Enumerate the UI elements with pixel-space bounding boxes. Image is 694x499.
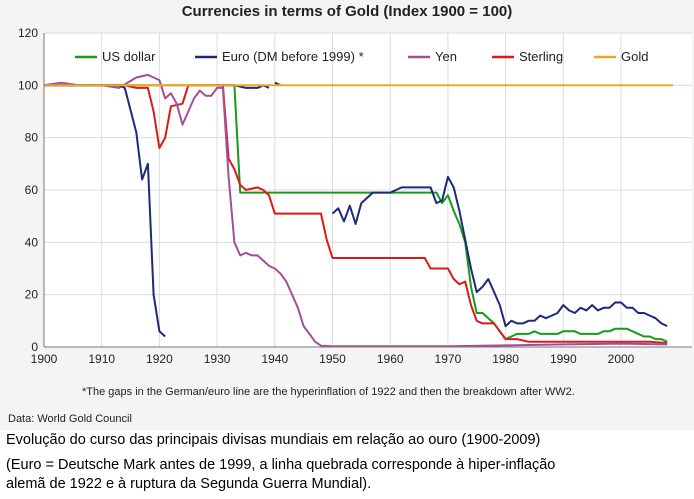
x-tick-label: 1900 — [31, 352, 58, 366]
legend-label-euro: Euro (DM before 1999) * — [222, 49, 364, 64]
legend-label-sterling: Sterling — [519, 49, 563, 64]
chart: Currencies in terms of Gold (Index 1900 … — [0, 0, 694, 430]
series-line-yen — [43, 73, 668, 348]
legend: US dollar Euro (DM before 1999) * Yen Sterl… — [75, 49, 648, 64]
y-tick-label: 120 — [18, 26, 38, 40]
y-tick-label: 0 — [31, 340, 38, 354]
legend-label-gold: Gold — [621, 49, 648, 64]
chart-title: Currencies in terms of Gold (Index 1900 … — [182, 3, 513, 20]
y-tick-label: 100 — [18, 78, 38, 92]
x-tick-label: 1980 — [492, 352, 519, 366]
y-axis-ticks: 0 20 40 60 80 100 120 — [18, 26, 38, 354]
series-line-euro — [331, 175, 668, 328]
legend-label-us: US dollar — [102, 49, 156, 64]
legend-label-yen: Yen — [435, 49, 457, 64]
series-lines — [43, 73, 673, 348]
x-tick-label: 1970 — [435, 352, 462, 366]
x-tick-label: 1960 — [377, 352, 404, 366]
x-tick-label: 1910 — [88, 352, 115, 366]
y-tick-label: 20 — [25, 288, 39, 302]
x-tick-label: 1950 — [319, 352, 346, 366]
x-tick-label: 1920 — [146, 352, 173, 366]
x-tick-label: 2000 — [608, 352, 635, 366]
series-line-us — [44, 84, 668, 343]
caption-line-3: alemã de 1922 e à ruptura da Segunda Gue… — [6, 476, 372, 492]
x-axis-ticks: 1900 1910 1920 1930 1940 1950 1960 1970 1980 1990… — [31, 352, 635, 366]
y-tick-label: 80 — [25, 131, 39, 145]
caption-line-1: Evolução do curso das principais divisas… — [6, 432, 541, 448]
x-tick-label: 1990 — [550, 352, 577, 366]
series-line-sterling — [44, 84, 668, 345]
x-tick-label: 1940 — [261, 352, 288, 366]
caption-line-2: (Euro = Deutsche Mark antes de 1999, a l… — [6, 457, 556, 473]
x-tick-label: 1930 — [204, 352, 231, 366]
y-tick-label: 40 — [25, 235, 39, 249]
footnote: *The gaps in the German/euro line are th… — [82, 386, 575, 398]
source-label: Data: World Gold Council — [8, 413, 132, 425]
y-tick-label: 60 — [25, 183, 39, 197]
